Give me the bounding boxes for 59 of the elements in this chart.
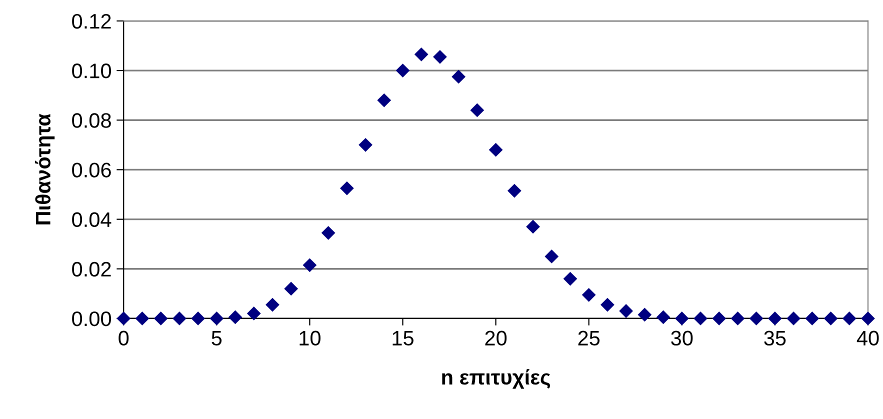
point <box>470 103 484 118</box>
point <box>768 311 782 326</box>
point <box>228 310 242 324</box>
point <box>544 250 559 264</box>
y-tick-label: 0.12 <box>72 14 111 29</box>
point <box>656 310 670 324</box>
point <box>619 304 634 318</box>
x-tick-label: 10 <box>300 330 320 346</box>
point <box>210 311 224 326</box>
y-tick-label: 0.10 <box>72 64 112 78</box>
x-tick-label: 40 <box>856 330 879 346</box>
point <box>563 272 578 286</box>
y-tick-label: 0.06 <box>72 162 111 178</box>
y-tick-label: 0.00 <box>72 311 112 326</box>
x-tick-label: 30 <box>671 330 693 346</box>
point <box>377 93 392 108</box>
x-axis-title: n επιτυχίες <box>442 369 550 389</box>
point <box>302 258 317 272</box>
y-tick-label: 0.04 <box>72 212 112 228</box>
point <box>452 70 466 84</box>
point <box>488 142 503 157</box>
point <box>842 311 856 326</box>
point <box>284 282 298 296</box>
point <box>638 308 652 322</box>
point <box>172 311 186 326</box>
point <box>730 311 745 326</box>
point <box>712 311 726 326</box>
point <box>582 288 596 302</box>
point <box>786 311 800 326</box>
point <box>674 311 689 326</box>
y-tick-label: 0.08 <box>72 113 111 128</box>
point <box>433 50 447 64</box>
point <box>805 311 820 326</box>
point <box>246 306 261 320</box>
y-tick-label: 0.02 <box>72 262 111 277</box>
x-tick-label: 25 <box>578 330 600 346</box>
x-tick-label: 20 <box>485 330 507 346</box>
point <box>154 311 168 326</box>
y-axis-title: Πιθανότητα <box>34 114 55 224</box>
x-tick-label: 15 <box>392 331 414 346</box>
point <box>396 64 410 78</box>
point <box>266 298 280 312</box>
point <box>507 184 522 198</box>
point <box>526 220 540 234</box>
point <box>340 181 354 196</box>
point <box>600 298 614 312</box>
point <box>749 311 764 326</box>
point <box>694 311 708 326</box>
point <box>191 311 205 326</box>
point <box>321 226 336 240</box>
x-tick-label: 0 <box>118 330 129 346</box>
point <box>135 311 150 326</box>
point <box>414 47 428 62</box>
point <box>824 311 838 326</box>
x-tick-label: 5 <box>212 331 222 346</box>
point <box>116 311 131 326</box>
point <box>358 138 372 152</box>
x-tick-label: 35 <box>764 330 786 346</box>
point <box>861 311 875 326</box>
